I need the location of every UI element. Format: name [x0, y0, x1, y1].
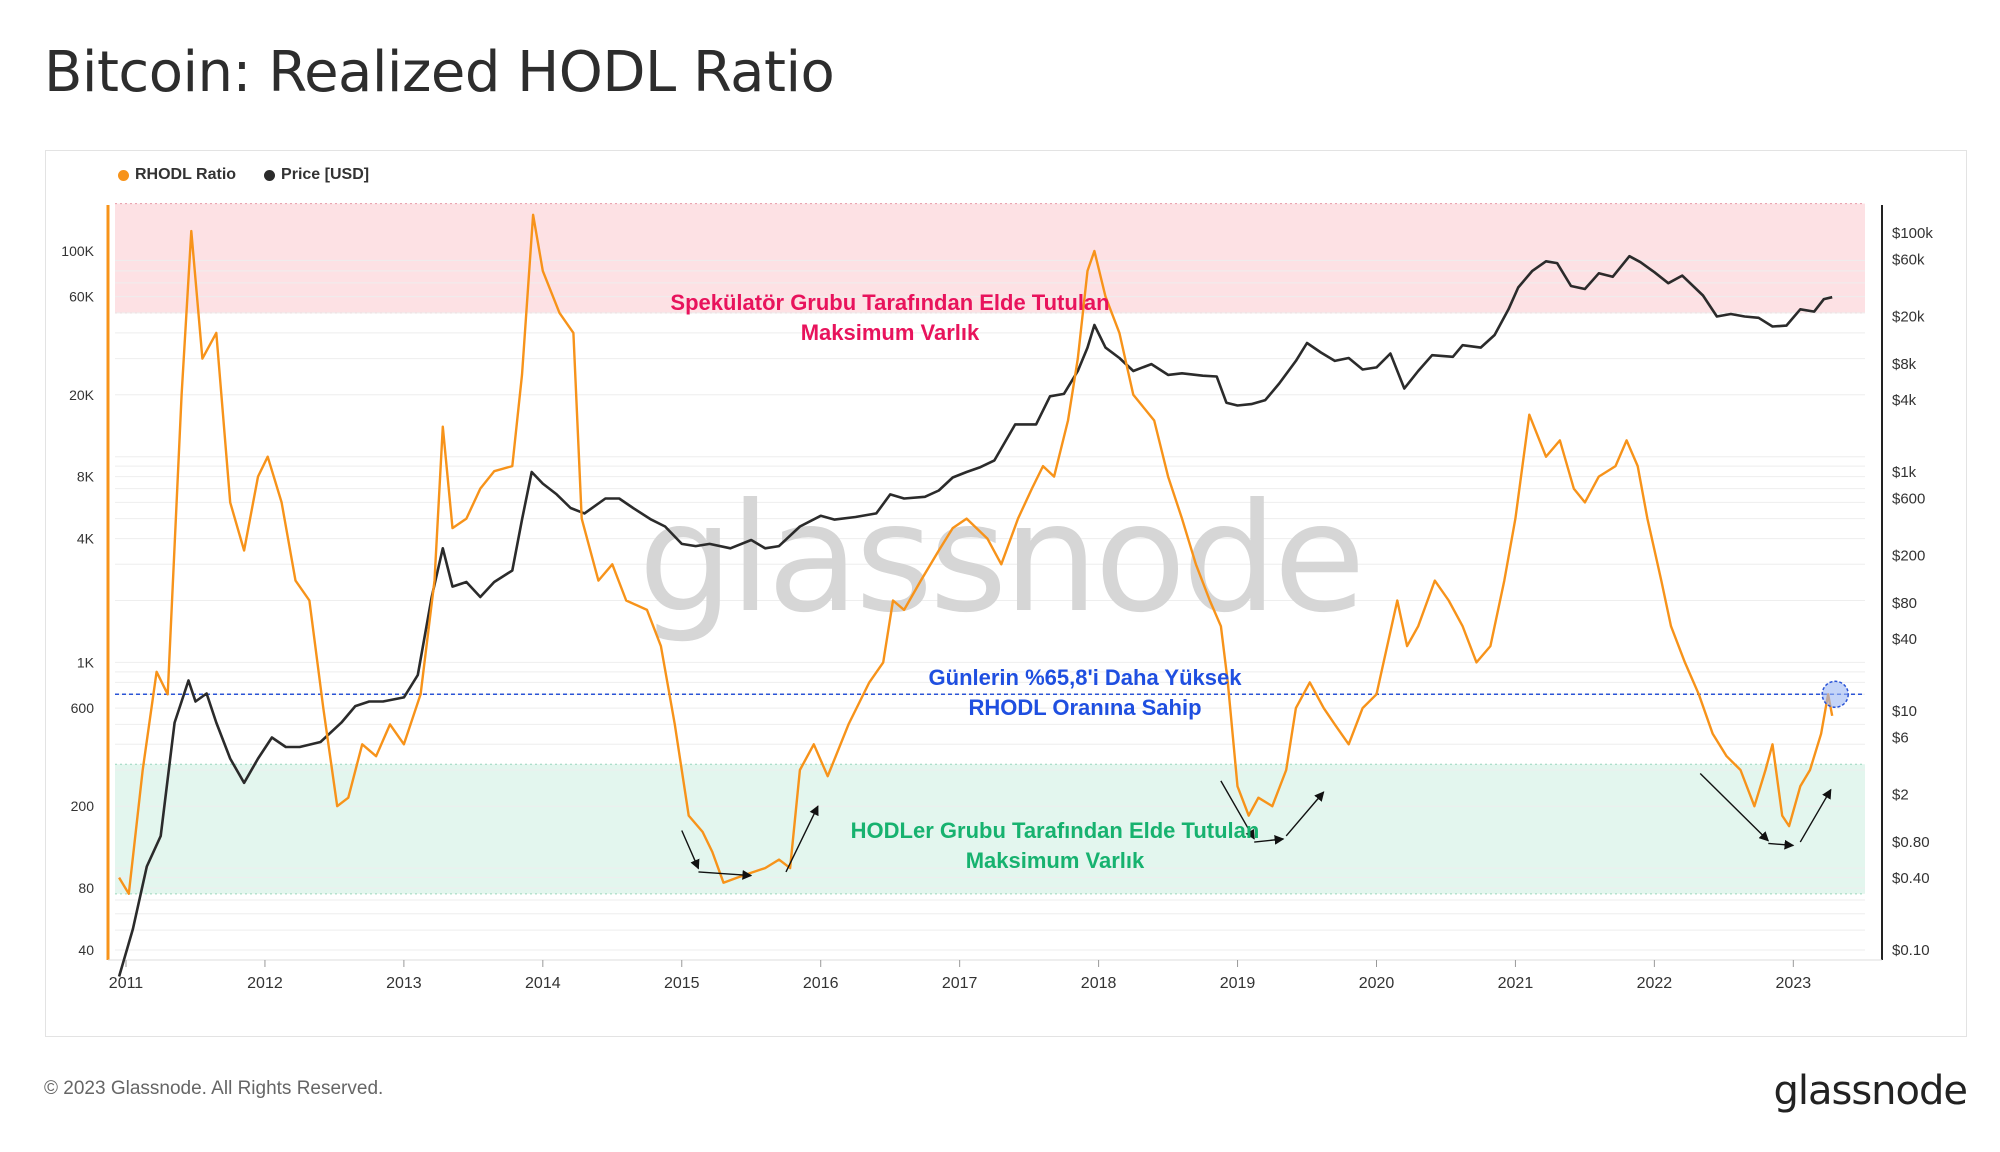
y-right-tick-label: $10 [1892, 703, 1917, 720]
x-tick-label: 2013 [386, 975, 422, 992]
x-tick-label: 2021 [1498, 975, 1534, 992]
x-tick-label: 2023 [1776, 975, 1812, 992]
chart-legend: RHODL Ratio Price [USD] [118, 166, 369, 184]
legend-item-rhodl[interactable]: RHODL Ratio [118, 166, 236, 184]
y-right-tick-label: $8k [1892, 356, 1917, 373]
trend-arrow [1220, 780, 1255, 840]
x-tick-label: 2019 [1220, 975, 1256, 992]
speculator-band [115, 203, 1865, 313]
y-left-tick-label: 200 [71, 798, 95, 814]
y-left-tick-label: 80 [78, 880, 94, 896]
x-tick-label: 2014 [525, 975, 561, 992]
y-left-tick-label: 8K [77, 469, 95, 485]
rhodl-line [118, 213, 1834, 895]
trend-arrow [1699, 772, 1770, 842]
y-right-tick-label: $100k [1892, 225, 1933, 242]
price-line [117, 254, 1833, 977]
y-left-tick-label: 20K [69, 387, 95, 403]
legend-item-price[interactable]: Price [USD] [264, 166, 369, 184]
x-tick-label: 2015 [664, 975, 700, 992]
threshold-annotation: Günlerin %65,8'i Daha Yüksek [929, 665, 1243, 690]
trend-arrow [698, 870, 753, 880]
hodler-annotation: Maksimum Varlık [966, 848, 1145, 873]
legend-swatch-rhodl [118, 169, 129, 181]
y-right-tick-label: $0.80 [1892, 834, 1930, 851]
y-left-tick-label: 600 [71, 700, 95, 716]
y-left-tick-label: 100K [61, 243, 94, 259]
legend-swatch-price [264, 169, 276, 181]
x-tick-label: 2016 [803, 975, 839, 992]
brand-logo: glassnode [1773, 1068, 1968, 1114]
threshold-annotation: RHODL Oranına Sahip [968, 695, 1201, 720]
y-right-tick-label: $60k [1892, 252, 1925, 269]
hodler-band [115, 764, 1865, 894]
y-right-tick-label: $0.40 [1892, 870, 1930, 887]
y-right-tick-label: $80 [1892, 595, 1917, 612]
y-left-tick-label: 1K [77, 654, 95, 670]
y-right-tick-label: $200 [1892, 548, 1925, 565]
y-right-tick-label: $40 [1892, 631, 1917, 648]
x-tick-label: 2012 [247, 975, 283, 992]
x-tick-label: 2017 [942, 975, 978, 992]
x-tick-label: 2011 [109, 975, 144, 992]
y-left-tick-label: 60K [69, 289, 95, 305]
x-tick-label: 2020 [1359, 975, 1395, 992]
legend-label-rhodl: RHODL Ratio [135, 166, 237, 183]
y-right-tick-label: $2 [1892, 787, 1909, 804]
y-right-tick-label: $600 [1892, 491, 1925, 508]
y-left-tick-label: 40 [78, 942, 94, 958]
y-right-tick-label: $20k [1892, 309, 1925, 326]
watermark: glassnode [638, 472, 1361, 646]
chart-frame [45, 150, 1967, 1037]
trend-arrow [1285, 791, 1325, 837]
legend-label-price: Price [USD] [281, 166, 370, 183]
trend-arrow [1254, 835, 1285, 845]
trend-arrow [681, 830, 700, 870]
y-right-tick-label: $6 [1892, 730, 1909, 747]
trend-arrow [1768, 839, 1795, 850]
y-right-tick-label: $4k [1892, 392, 1917, 409]
hodler-annotation: HODLer Grubu Tarafından Elde Tutulan [851, 818, 1260, 843]
x-tick-label: 2018 [1081, 975, 1117, 992]
current-value-marker [1821, 680, 1849, 709]
trend-arrow [1799, 788, 1832, 843]
trend-arrow [785, 805, 819, 873]
y-right-tick-label: $0.10 [1892, 942, 1930, 959]
y-right-tick-label: $1k [1892, 464, 1917, 481]
speculator-annotation: Maksimum Varlık [801, 320, 980, 345]
copyright-text: © 2023 Glassnode. All Rights Reserved. [44, 1078, 384, 1099]
speculator-annotation: Spekülatör Grubu Tarafından Elde Tutulan [670, 290, 1109, 315]
page-title: Bitcoin: Realized HODL Ratio [44, 40, 835, 105]
y-left-tick-label: 4K [77, 531, 95, 547]
x-tick-label: 2022 [1637, 975, 1673, 992]
